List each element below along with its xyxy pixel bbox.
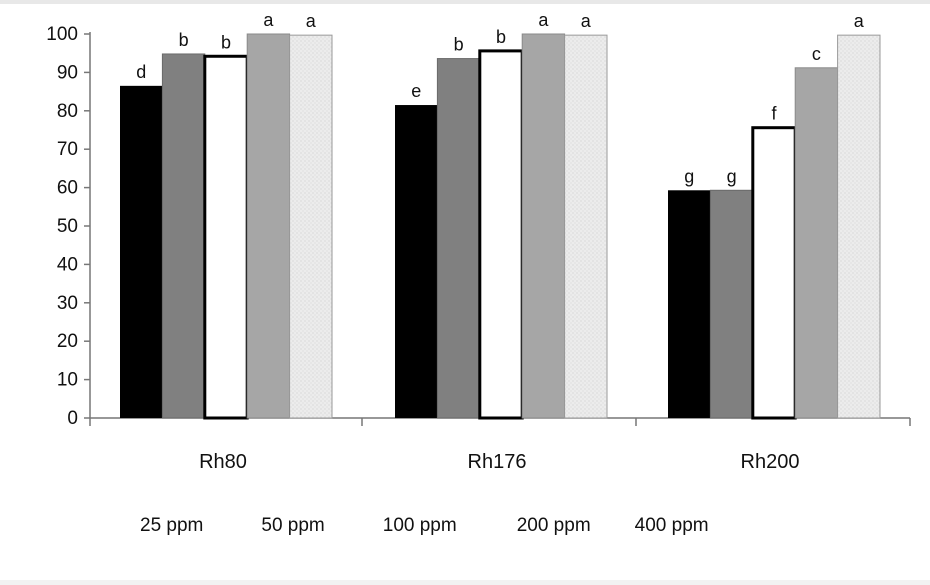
bar (564, 34, 608, 419)
bar-letter-label: b (179, 30, 189, 50)
bar (668, 190, 711, 418)
legend-item: 200 ppm (516, 515, 591, 536)
y-tick-label: 40 (57, 254, 78, 275)
bar-letter-label: a (538, 10, 549, 30)
bar (395, 105, 438, 418)
x-category-label: Rh80 (199, 451, 247, 473)
bar (203, 54, 249, 420)
bar (246, 33, 291, 419)
y-tick-label: 70 (57, 139, 78, 160)
legend-item: 50 ppm (261, 515, 325, 536)
bar-letter-labels: d e g b b g b b f a a c a a a (136, 10, 865, 186)
bar-letter-label: a (306, 11, 317, 31)
bar-letter-label: b (221, 32, 231, 52)
bar (521, 33, 566, 419)
bar (289, 34, 333, 419)
bar (837, 34, 881, 419)
bar-letter-label: g (684, 166, 694, 186)
y-tick-label: 50 (57, 216, 78, 237)
bar-letter-label: b (454, 35, 464, 55)
y-tick-label: 100 (46, 24, 78, 45)
bar (794, 67, 839, 419)
bar (751, 126, 797, 420)
bar-letter-label: g (727, 166, 737, 186)
bar-letter-label: a (581, 11, 592, 31)
legend-item: 400 ppm (634, 515, 709, 536)
y-tick-label: 80 (57, 101, 78, 122)
top-border (0, 0, 930, 4)
bar (478, 49, 524, 420)
x-category-label: Rh176 (468, 451, 527, 473)
y-tick-label: 30 (57, 293, 78, 314)
y-tick-label: 10 (57, 370, 78, 391)
bar-letter-label: c (812, 44, 821, 64)
bar-letter-label: b (496, 27, 506, 47)
legend-item: 25 ppm (140, 515, 204, 536)
legend: 25 ppm 50 ppm 100 ppm 200 ppm 400 ppm (140, 515, 709, 537)
y-tick-label: 20 (57, 331, 78, 352)
bar-letter-label: e (411, 81, 421, 101)
bar-letter-label: d (136, 62, 146, 82)
bar-letter-label: a (263, 10, 274, 30)
bars (120, 33, 881, 420)
bar-letter-label: f (771, 104, 777, 124)
bar (436, 58, 481, 419)
y-tick-label: 60 (57, 178, 78, 199)
bar (161, 53, 206, 419)
y-tick-label: 0 (67, 408, 78, 429)
bar-letter-label: a (854, 11, 865, 31)
bar (709, 189, 754, 419)
y-tick-label: 90 (57, 62, 78, 83)
bar (120, 85, 163, 418)
x-category-label: Rh200 (741, 451, 800, 473)
legend-item: 100 ppm (382, 515, 457, 536)
